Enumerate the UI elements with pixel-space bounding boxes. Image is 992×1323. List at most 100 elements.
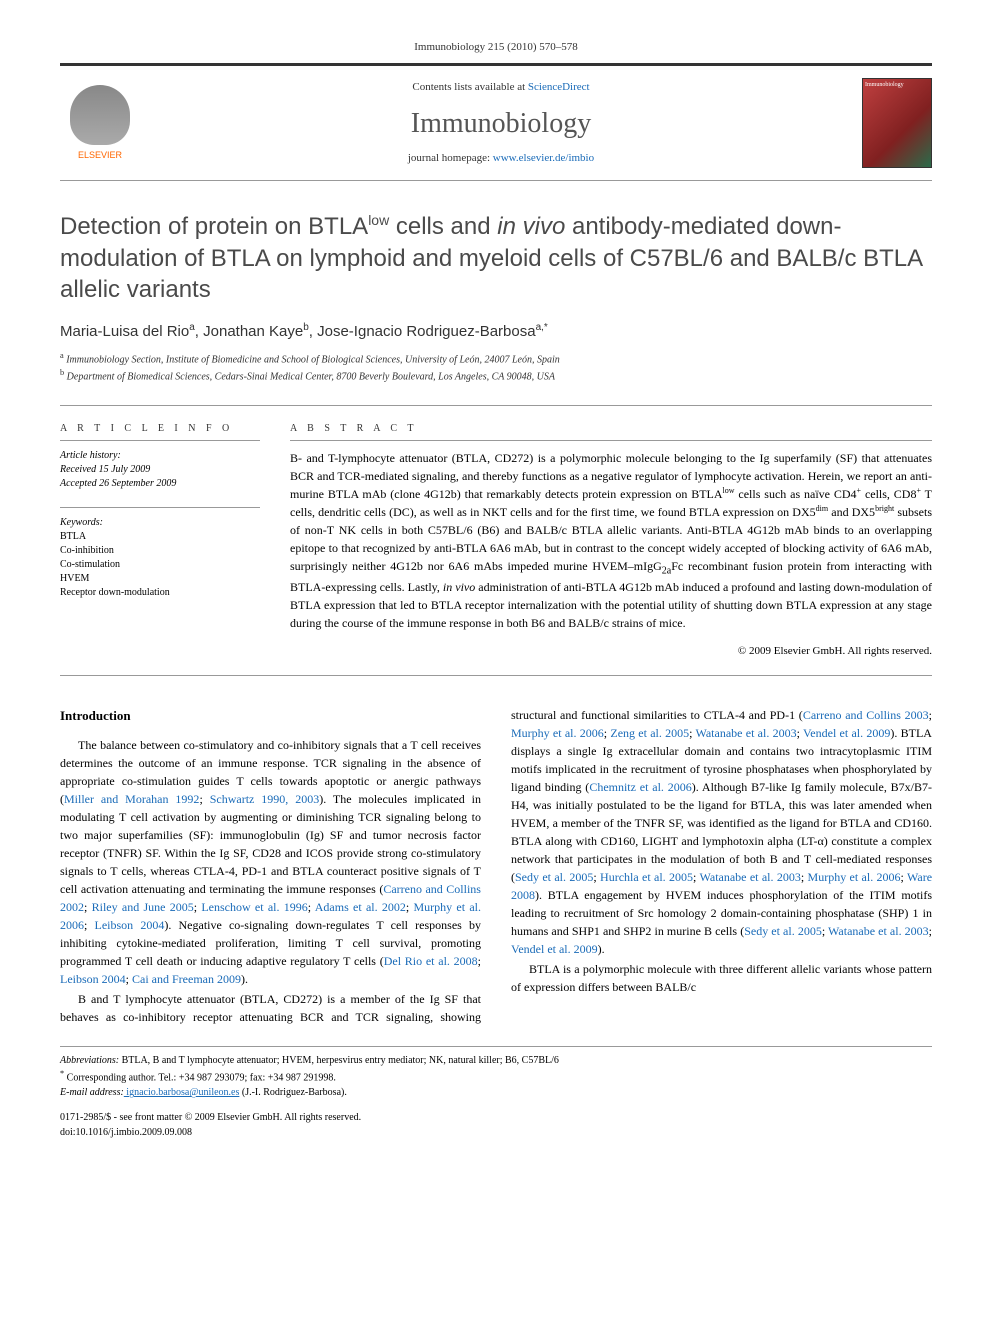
cite-watanabe-2003[interactable]: Watanabe et al. 2003	[695, 726, 796, 740]
p2-o: ).	[598, 942, 605, 956]
author-3: Jose-Ignacio Rodriguez-Barbosa	[317, 323, 535, 340]
cite-schwartz[interactable]: Schwartz 1990, 2003	[210, 792, 320, 806]
article-info-heading: A R T I C L E I N F O	[60, 422, 260, 441]
title-sup1: low	[368, 212, 389, 228]
journal-name: Immunobiology	[140, 104, 862, 143]
issn-line: 0171-2985/$ - see front matter © 2009 El…	[60, 1110, 932, 1125]
keyword-3: Co-stimulation	[60, 558, 260, 572]
keyword-1: BTLA	[60, 530, 260, 544]
cite-chemnitz-2006[interactable]: Chemnitz et al. 2006	[589, 780, 691, 794]
abs-t5: and DX5	[828, 505, 875, 519]
divider-2	[60, 675, 932, 676]
abstract-heading: A B S T R A C T	[290, 422, 932, 441]
affiliations: a Immunobiology Section, Institute of Bi…	[60, 350, 932, 385]
title-part1: Detection of protein on BTLA	[60, 213, 368, 240]
history-label: Article history:	[60, 449, 260, 463]
aff-a-text: Immunobiology Section, Institute of Biom…	[64, 354, 560, 365]
p2-b: ;	[929, 708, 932, 722]
corr-text: Corresponding author. Tel.: +34 987 2930…	[64, 1072, 336, 1083]
header-citation: Immunobiology 215 (2010) 570–578	[60, 40, 932, 55]
cite-delrio-2008[interactable]: Del Rio et al. 2008	[384, 954, 478, 968]
homepage-link[interactable]: www.elsevier.de/imbio	[493, 152, 594, 164]
cite-sedy-2005[interactable]: Sedy et al. 2005	[515, 870, 593, 884]
footnotes: Abbreviations: BTLA, B and T lymphocyte …	[60, 1046, 932, 1100]
cite-cai-2009[interactable]: Cai and Freeman 2009	[132, 972, 241, 986]
p1-h: ;	[84, 918, 95, 932]
cite-miller-1992[interactable]: Miller and Morahan 1992	[64, 792, 199, 806]
cite-vendel-2009[interactable]: Vendel et al. 2009	[803, 726, 890, 740]
abstract-text: B- and T-lymphocyte attenuator (BTLA, CD…	[290, 449, 932, 632]
author-2: Jonathan Kaye	[203, 323, 303, 340]
cite-watanabe-2003b[interactable]: Watanabe et al. 2003	[700, 870, 801, 884]
journal-header-bar: ELSEVIER Contents lists available at Sci…	[60, 63, 932, 181]
abbrev-text: BTLA, B and T lymphocyte attenuator; HVE…	[119, 1055, 559, 1066]
elsevier-label: ELSEVIER	[78, 149, 122, 162]
cite-leibson-2004[interactable]: Leibson 2004	[95, 918, 165, 932]
abstract-copyright: © 2009 Elsevier GmbH. All rights reserve…	[290, 644, 932, 659]
abs-s5: bright	[875, 504, 894, 513]
cite-hurchla-2005[interactable]: Hurchla et al. 2005	[600, 870, 693, 884]
cite-watanabe-2003c[interactable]: Watanabe et al. 2003	[828, 924, 929, 938]
divider-info	[60, 507, 260, 508]
author-3-corr: *	[544, 322, 548, 333]
cite-zeng-2005[interactable]: Zeng et al. 2005	[610, 726, 689, 740]
title-section: Detection of protein on BTLAlow cells an…	[60, 211, 932, 384]
homepage-line: journal homepage: www.elsevier.de/imbio	[140, 151, 862, 166]
cite-sedy-2005b[interactable]: Sedy et al. 2005	[744, 924, 822, 938]
body-section: Introduction The balance between co-stim…	[60, 706, 932, 1140]
abs-t2: cells such as naïve CD4	[735, 487, 857, 501]
title-part2: cells and	[389, 213, 497, 240]
cover-title: Immunobiology	[865, 81, 904, 89]
cite-riley-2005[interactable]: Riley and June 2005	[92, 900, 194, 914]
contents-available-line: Contents lists available at ScienceDirec…	[140, 80, 862, 95]
email-link[interactable]: ignacio.barbosa@unileon.es	[124, 1087, 240, 1098]
p1-f: ;	[308, 900, 315, 914]
abs-s1: low	[723, 486, 735, 495]
cite-murphy-2006b[interactable]: Murphy et al. 2006	[511, 726, 604, 740]
article-title: Detection of protein on BTLAlow cells an…	[60, 211, 932, 305]
abbrev-label: Abbreviations:	[60, 1055, 119, 1066]
sciencedirect-link[interactable]: ScienceDirect	[528, 81, 590, 93]
journal-cover-thumbnail: Immunobiology	[862, 78, 932, 168]
title-em1: in vivo	[497, 213, 565, 240]
abs-em1: in vivo	[443, 580, 475, 594]
cite-murphy-2006c[interactable]: Murphy et al. 2006	[808, 870, 901, 884]
abstract-col: A B S T R A C T B- and T-lymphocyte atte…	[290, 422, 932, 660]
author-2-aff: b	[303, 322, 309, 333]
received-date: Received 15 July 2009	[60, 463, 260, 477]
cite-vendel-2009b[interactable]: Vendel et al. 2009	[511, 942, 598, 956]
keyword-4: HVEM	[60, 572, 260, 586]
abs-t3: cells, CD8	[861, 487, 916, 501]
abbreviations-line: Abbreviations: BTLA, B and T lymphocyte …	[60, 1053, 932, 1068]
cite-lenschow-1996[interactable]: Lenschow et al. 1996	[201, 900, 307, 914]
cite-adams-2002[interactable]: Adams et al. 2002	[315, 900, 406, 914]
p2-j: ;	[801, 870, 808, 884]
keywords-block: Keywords: BTLA Co-inhibition Co-stimulat…	[60, 516, 260, 600]
doi-line: doi:10.1016/j.imbio.2009.09.008	[60, 1125, 932, 1140]
email-label: E-mail address:	[60, 1087, 124, 1098]
contents-text: Contents lists available at	[412, 81, 527, 93]
authors-line: Maria-Luisa del Rioa, Jonathan Kayeb, Jo…	[60, 321, 932, 342]
p1-b: ;	[199, 792, 209, 806]
header-center: Contents lists available at ScienceDirec…	[140, 80, 862, 166]
keyword-5: Receptor down-modulation	[60, 586, 260, 600]
p3-a: BTLA is a polymorphic molecule with thre…	[511, 962, 932, 994]
email-line: E-mail address: ignacio.barbosa@unileon.…	[60, 1085, 932, 1100]
corresponding-author-line: * Corresponding author. Tel.: +34 987 29…	[60, 1068, 932, 1085]
keywords-label: Keywords:	[60, 516, 260, 530]
keywords-list: BTLA Co-inhibition Co-stimulation HVEM R…	[60, 530, 260, 600]
elsevier-logo: ELSEVIER	[60, 78, 140, 168]
intro-para-3: BTLA is a polymorphic molecule with thre…	[511, 960, 932, 996]
elsevier-tree-icon	[70, 85, 130, 145]
cite-leibson-2004b[interactable]: Leibson 2004	[60, 972, 126, 986]
info-abstract-row: A R T I C L E I N F O Article history: R…	[60, 422, 932, 660]
cite-carreno-2003[interactable]: Carreno and Collins 2003	[803, 708, 929, 722]
p1-l: ).	[241, 972, 248, 986]
author-1-aff: a	[189, 322, 195, 333]
abs-s4: dim	[816, 504, 828, 513]
email-suffix: (J.-I. Rodriguez-Barbosa).	[239, 1087, 346, 1098]
homepage-text: journal homepage:	[408, 152, 493, 164]
affiliation-a: a Immunobiology Section, Institute of Bi…	[60, 350, 932, 367]
p1-j: ;	[478, 954, 481, 968]
p1-d: ;	[84, 900, 92, 914]
